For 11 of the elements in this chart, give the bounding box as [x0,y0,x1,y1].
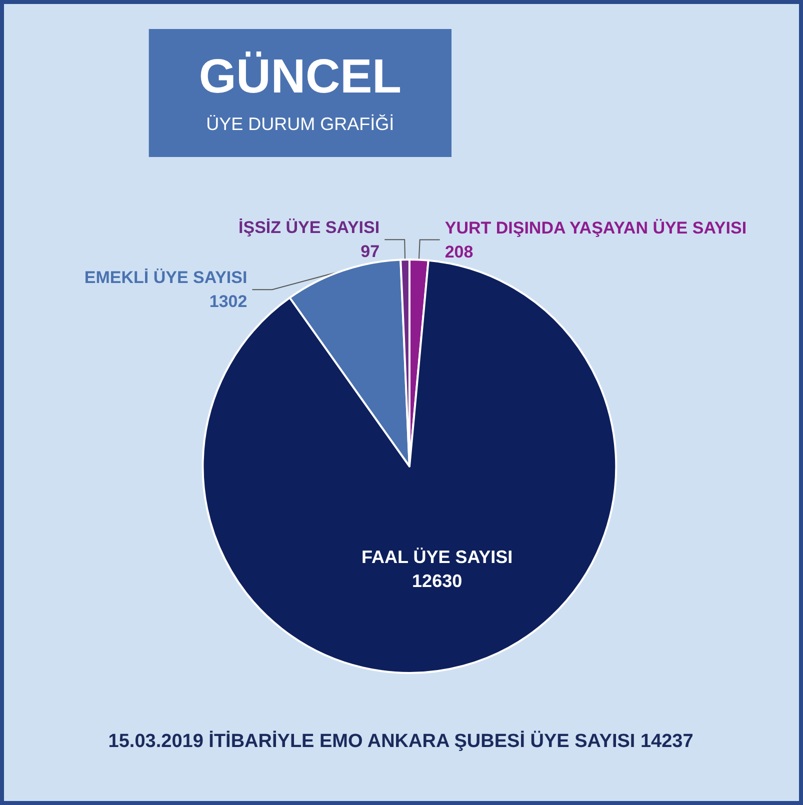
slice-label: İŞSİZ ÜYE SAYISI [238,218,380,238]
data-label: 208 [444,242,474,262]
chart-title: GÜNCEL [198,50,402,104]
text: 15.03.2019 İTİBARİYLE EMO ANKARA ŞUBESİ ÜYE SAYISI 14237 [108,730,694,752]
data-label: 12630 [412,570,462,591]
data-label: 1302 [209,292,248,312]
data-label: 97 [360,242,380,262]
slice-label: FAAL ÜYE SAYISI [362,546,513,567]
slice-label: EMEKLİ ÜYE SAYISI [84,268,248,288]
chart-subtitle: ÜYE DURUM GRAFİĞİ [206,114,394,134]
slice-label: YURT DIŞINDA YAŞAYAN ÜYE SAYISI [444,218,747,238]
